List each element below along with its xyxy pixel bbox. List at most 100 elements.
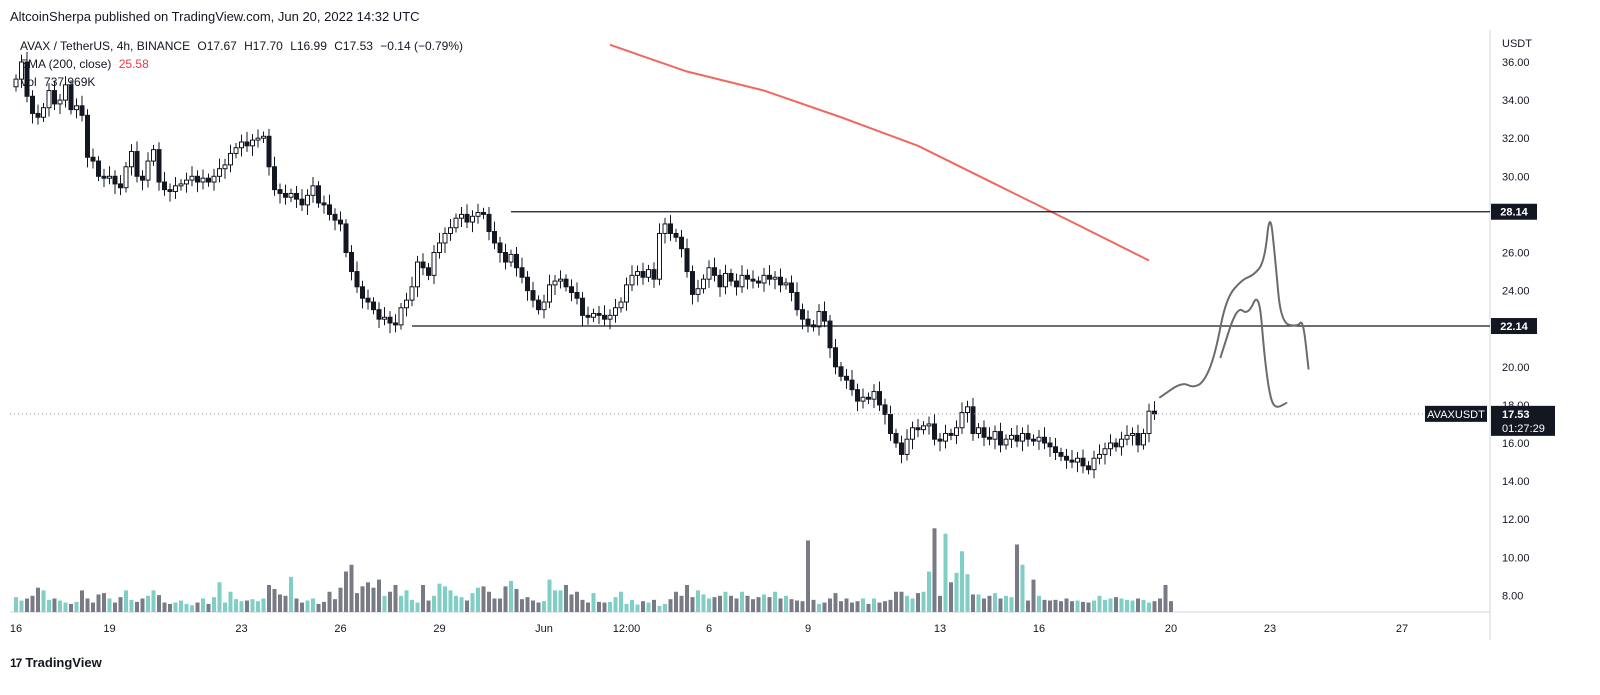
- volume-bar: [564, 585, 568, 612]
- candle-body: [772, 276, 778, 280]
- candle-body: [431, 252, 437, 276]
- volume-bar: [498, 598, 502, 612]
- volume-bar: [85, 598, 90, 612]
- volume-bar: [905, 595, 909, 612]
- volume-bar: [432, 595, 436, 612]
- candle-body: [475, 211, 481, 217]
- volume-bar: [910, 598, 915, 612]
- volume-bar: [333, 599, 337, 612]
- volume-bar: [327, 591, 332, 612]
- volume-bar: [641, 601, 645, 612]
- volume-bar: [454, 595, 458, 612]
- volume-bar: [1136, 598, 1140, 612]
- symbol-legend[interactable]: AVAX / TetherUS, 4h, BINANCE O17.67 H17.…: [20, 39, 467, 53]
- volume-bar: [355, 593, 359, 612]
- level-price-badge: [1491, 203, 1537, 220]
- volume-bar: [751, 599, 755, 612]
- volume-bar: [580, 599, 585, 612]
- y-tick-label: 32.00: [1502, 133, 1530, 145]
- candle-body: [893, 432, 899, 444]
- candle-body: [261, 135, 266, 139]
- candle-body: [1102, 448, 1108, 455]
- candle-body: [662, 223, 668, 234]
- candle-body: [921, 425, 926, 431]
- volume-bar: [800, 601, 805, 612]
- volume-bar: [932, 528, 937, 612]
- candle-body: [838, 366, 844, 377]
- candle-body: [316, 185, 321, 204]
- volume-bar: [344, 571, 348, 612]
- volume-bar: [410, 599, 414, 612]
- candle-body: [453, 217, 459, 229]
- volume-bar: [377, 579, 381, 612]
- candle-body: [1108, 442, 1113, 450]
- candle-body: [827, 320, 833, 349]
- volume-bar: [239, 601, 244, 612]
- candle-body: [74, 105, 79, 111]
- x-tick-label: 27: [1396, 623, 1408, 635]
- candle-body: [250, 139, 255, 147]
- candle-body: [640, 271, 646, 278]
- volume-bar: [987, 595, 992, 612]
- volume-legend[interactable]: Vol 737.969K: [20, 75, 99, 89]
- candle-body: [387, 316, 393, 324]
- volume-bar: [971, 594, 975, 612]
- volume-bar: [58, 600, 62, 612]
- candle-body: [745, 274, 750, 280]
- volume-bar: [421, 585, 425, 612]
- candle-body: [536, 299, 541, 311]
- y-tick-label: 20.00: [1502, 362, 1530, 374]
- candle-body: [816, 311, 822, 328]
- volume-bar: [393, 585, 398, 612]
- volume-bar: [657, 605, 662, 612]
- candle-body: [519, 267, 525, 278]
- x-tick-label: Jun: [535, 623, 553, 635]
- volume-bar: [894, 591, 898, 612]
- volume-bar: [124, 590, 128, 612]
- ema-label: EMA (200, close): [20, 57, 112, 71]
- candle-body: [525, 276, 530, 292]
- tradingview-logo[interactable]: 17 TradingView: [10, 655, 102, 670]
- volume-bar: [470, 593, 475, 612]
- volume-bar: [773, 591, 777, 612]
- candle-body: [607, 314, 613, 320]
- x-tick-label: 26: [334, 623, 346, 635]
- high-value: H17.70: [244, 39, 283, 53]
- candle-body: [596, 312, 602, 316]
- candle-body: [228, 152, 233, 166]
- candle-body: [41, 107, 46, 118]
- x-tick-label: 13: [934, 623, 946, 635]
- volume-bar: [718, 595, 722, 612]
- volume-bar: [316, 603, 321, 612]
- candle-body: [613, 307, 618, 316]
- candle-body: [563, 278, 569, 288]
- candle-body: [959, 412, 965, 429]
- x-tick-label: 23: [1264, 623, 1276, 635]
- ema-legend[interactable]: EMA (200, close) 25.58: [20, 57, 153, 71]
- candle-body: [948, 432, 954, 436]
- volume-bar: [459, 597, 464, 612]
- x-tick-label: 12:00: [613, 623, 641, 635]
- volume-bar: [14, 597, 18, 612]
- candle-body: [723, 272, 728, 288]
- volume-bar: [151, 590, 156, 612]
- candle-body: [1091, 457, 1097, 471]
- candle-body: [860, 396, 866, 402]
- candle-body: [530, 290, 536, 301]
- level-price-badge: [1491, 318, 1537, 335]
- candle-body: [299, 198, 305, 206]
- candle-body: [96, 160, 101, 177]
- x-tick-label: 16: [1033, 623, 1045, 635]
- candle-body: [305, 194, 310, 206]
- volume-bar: [69, 603, 73, 612]
- projection-drawing: [1219, 298, 1288, 408]
- volume-bar: [586, 602, 590, 612]
- volume-bar: [492, 598, 497, 612]
- candle-body: [558, 278, 563, 282]
- candle-body: [679, 236, 684, 250]
- volume-bar: [943, 533, 948, 612]
- volume-bar: [1009, 597, 1014, 612]
- candle-body: [448, 227, 453, 234]
- candle-body: [992, 431, 998, 440]
